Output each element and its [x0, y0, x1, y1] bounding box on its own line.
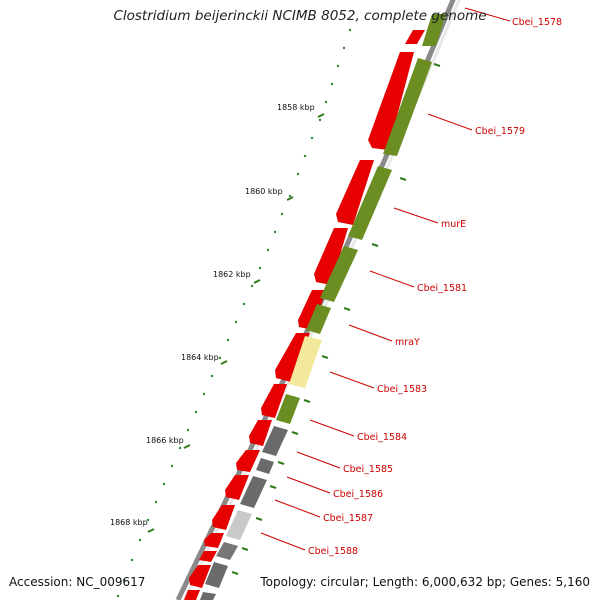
- kbp-label: 1868 kbp: [110, 518, 148, 527]
- gene-reverse: [422, 14, 446, 46]
- gene-forward: [189, 565, 211, 588]
- gene-reverse-grey: [216, 542, 238, 560]
- kbp-label: 1866 kbp: [146, 436, 184, 445]
- gene-forward: [405, 30, 425, 44]
- gene-reverse: [276, 394, 300, 424]
- gene-forward: [261, 384, 287, 418]
- accession-text: Accession: NC_009617: [9, 575, 146, 589]
- gene-label: murE: [441, 219, 466, 230]
- gene-label: Cbei_1583: [377, 384, 427, 395]
- gene-label: Cbei_1588: [308, 546, 358, 557]
- gene-forward: [212, 505, 235, 530]
- gene-forward: [368, 52, 414, 150]
- gene-forward: [314, 228, 348, 285]
- genome-summary-text: Topology: circular; Length: 6,000,632 bp…: [260, 575, 590, 589]
- gene-reverse: [348, 166, 392, 240]
- gene-forward: [184, 590, 200, 600]
- gene-forward: [225, 475, 249, 500]
- gene-forward: [204, 533, 224, 548]
- gene-reverse: [306, 304, 331, 334]
- gene-reverse-grey: [256, 458, 274, 474]
- gene-label: Cbei_1579: [475, 126, 525, 137]
- gene-label: Cbei_1585: [343, 464, 393, 475]
- gene-forward: [275, 333, 310, 382]
- forward-strand: [184, 30, 425, 600]
- kbp-label: 1858 kbp: [277, 103, 315, 112]
- gene-forward: [199, 551, 217, 562]
- kbp-label: 1862 kbp: [213, 270, 251, 279]
- gene-forward: [336, 160, 374, 225]
- reverse-strand: [200, 14, 446, 600]
- genome-title: Clostridium beijerinckii NCIMB 8052, com…: [113, 8, 487, 24]
- gene-reverse-grey: [262, 426, 288, 456]
- gene-reverse: [320, 246, 358, 302]
- gene-label: Cbei_1587: [323, 513, 373, 524]
- gene-labels: Cbei_1578 Cbei_1579 murE Cbei_1581 mraY …: [308, 17, 562, 557]
- gene-label: mraY: [395, 337, 420, 348]
- gene-reverse-grey: [205, 562, 228, 588]
- gene-forward: [298, 290, 326, 330]
- kbp-label: 1860 kbp: [245, 187, 283, 196]
- kbp-label: 1864 kbp: [181, 353, 219, 362]
- gene-reverse-grey: [240, 476, 267, 508]
- scale-labels: 1858 kbp 1860 kbp 1862 kbp 1864 kbp 1866…: [110, 103, 315, 527]
- gene-leaders: [260, 7, 511, 551]
- scale-ticks: [147, 113, 325, 533]
- gene-reverse-grey: [200, 592, 216, 600]
- gene-label: Cbei_1581: [417, 283, 467, 294]
- gene-label: Cbei_1578: [512, 17, 562, 28]
- inner-ticks: [231, 63, 441, 575]
- gene-forward: [249, 420, 272, 446]
- scale-dots: [116, 28, 352, 598]
- gene-forward: [236, 450, 260, 472]
- gene-reverse-pale: [289, 336, 322, 388]
- gene-label: Cbei_1584: [357, 432, 407, 443]
- gene-reverse-lightgrey: [226, 510, 252, 540]
- gene-reverse: [383, 58, 432, 156]
- gene-label: Cbei_1586: [333, 489, 383, 500]
